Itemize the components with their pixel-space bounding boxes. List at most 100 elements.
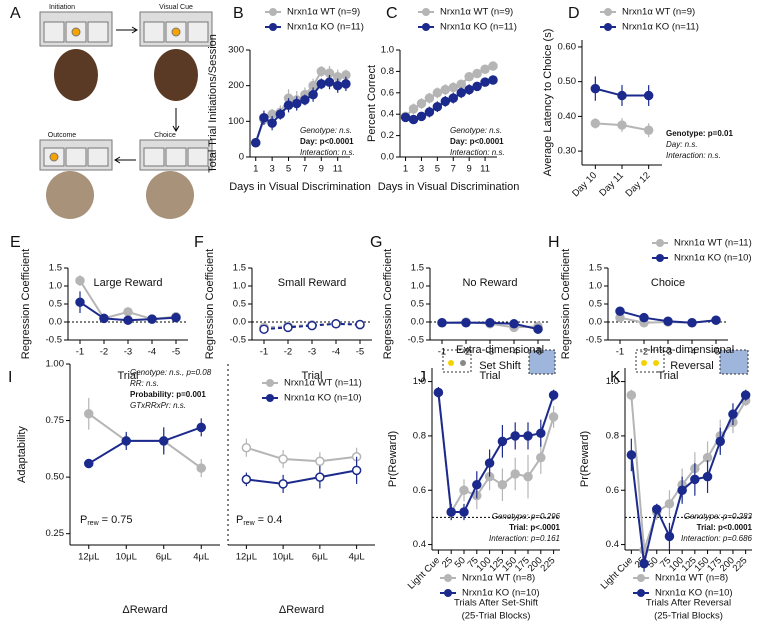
x-tick-label: -2 (100, 347, 108, 358)
y-tick-label: -0.5 (586, 335, 602, 346)
data-point (424, 107, 435, 117)
x-tick-label: -5 (356, 347, 364, 358)
y-tick-label: 300 (228, 45, 244, 56)
y-axis-label: Average Latency to Choice (s) (542, 29, 554, 177)
stat-text: Interaction: n.s. (300, 148, 355, 157)
panel-letter: A (10, 5, 21, 22)
data-point (464, 84, 474, 95)
x-tick-label: -5 (172, 347, 180, 358)
legend-label: Nrxn1α WT (n=9) (622, 7, 695, 18)
panel-letter: I (8, 369, 12, 386)
data-point (331, 319, 341, 329)
data-point (355, 319, 365, 330)
legend-label: Nrxn1α KO (n=10) (462, 588, 540, 599)
data-point (617, 90, 627, 101)
legend-label: Nrxn1α WT (n=9) (287, 7, 360, 18)
y-axis-label: Pr(Reward) (387, 431, 399, 487)
x-axis-label: (25-Trial Blocks) (654, 611, 723, 622)
data-point (472, 68, 482, 79)
chart-title: Reversal (670, 360, 713, 372)
data-point (332, 80, 343, 91)
x-tick-label: -2 (462, 347, 470, 358)
x-tick-label: -3 (664, 347, 672, 358)
data-point (159, 436, 169, 446)
x-tick-label: 12μL (78, 552, 99, 563)
data-point (536, 452, 546, 463)
diagram-label: Initiation (49, 4, 75, 11)
data-point (615, 306, 625, 316)
stat-text: Day: n.s. (666, 140, 698, 149)
chart-title: Choice (651, 277, 685, 289)
legend-label: Nrxn1α KO (n=11) (287, 22, 364, 33)
x-axis-label: Trial (658, 370, 679, 382)
legend-marker (604, 23, 612, 31)
legend-label: Nrxn1α WT (n=11) (284, 378, 362, 389)
legend-marker (637, 574, 645, 582)
legend-marker (269, 8, 277, 16)
data-point (687, 317, 697, 328)
data-point (643, 125, 654, 136)
data-point (99, 313, 109, 324)
stat-text: Trial: p<.0001 (509, 523, 560, 532)
panel-letter: F (194, 234, 204, 251)
x-tick-label: 3 (269, 164, 274, 175)
legend-marker (266, 379, 274, 387)
panel-letter: D (568, 5, 580, 22)
y-tick-label: 0.60 (558, 41, 577, 52)
y-tick-label: 0.40 (558, 111, 577, 122)
y-tick-label: 0.75 (46, 415, 65, 426)
x-tick-label: Light Cue (406, 555, 443, 592)
y-tick-label: 0.5 (49, 299, 62, 310)
data-point (617, 120, 627, 130)
series-line (263, 322, 361, 331)
x-axis-label: Days in Visual Discrimination (229, 181, 371, 193)
series-line (437, 392, 555, 516)
x-tick-label: 1 (253, 164, 258, 175)
data-point (308, 89, 318, 100)
y-tick-label: 100 (228, 116, 244, 127)
stat-text: Genotype: p=0.283 (684, 512, 753, 521)
x-axis-label: Trial (480, 370, 501, 382)
data-point (267, 118, 277, 128)
data-point (626, 450, 637, 460)
data-point (639, 558, 649, 569)
data-point (548, 390, 559, 400)
x-tick-label: 7 (302, 164, 307, 175)
data-point (283, 322, 293, 333)
x-axis-label: Days in Visual Discrimination (378, 181, 520, 193)
x-tick-label: Day 11 (597, 170, 626, 199)
x-tick-label: -1 (76, 347, 84, 358)
stat-text: Genotype: n.s. (450, 126, 502, 135)
y-tick-label: 1.0 (233, 281, 246, 292)
data-point (416, 98, 427, 109)
data-point (464, 72, 474, 82)
data-point (480, 77, 490, 87)
y-tick-label: 1.0 (411, 281, 424, 292)
chart-title: Small Reward (278, 277, 346, 289)
data-point (75, 275, 85, 286)
stat-text: RR: n.s. (130, 379, 159, 388)
x-tick-label: 6μL (156, 552, 172, 563)
legend-marker (604, 8, 612, 16)
data-point (84, 458, 94, 469)
legend-label: Nrxn1α KO (n=11) (622, 22, 699, 33)
data-point (702, 471, 713, 482)
data-point (123, 315, 133, 325)
data-point (123, 307, 133, 317)
panel-letter: K (610, 369, 621, 386)
data-point (536, 428, 546, 438)
prob-subscript: rew (243, 520, 255, 527)
prob-subscript: rew (87, 520, 99, 527)
legend-label: Nrxn1α KO (n=11) (440, 22, 517, 33)
data-point (590, 83, 601, 94)
x-tick-label: -4 (688, 347, 696, 358)
y-tick-label: 1.0 (49, 281, 62, 292)
legend-marker (444, 589, 452, 597)
data-point (523, 471, 533, 482)
data-point (639, 312, 649, 323)
chart-title: Set Shift (479, 360, 521, 372)
y-tick-label: 0.50 (558, 76, 577, 87)
data-point (250, 137, 261, 148)
legend-marker (656, 254, 664, 262)
